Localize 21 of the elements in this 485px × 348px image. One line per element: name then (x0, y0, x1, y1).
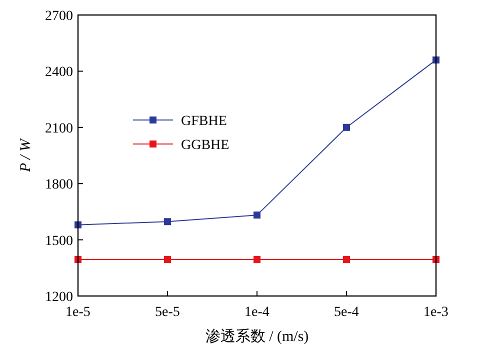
y-tick-label: 1200 (45, 290, 73, 305)
y-tick-label: 2400 (45, 65, 73, 80)
legend-label: GGBHE (181, 138, 230, 153)
y-axis-title: P / W (18, 137, 34, 174)
point (164, 218, 171, 226)
y-tick-label: 2700 (45, 9, 73, 24)
legend-label: GFBHE (181, 114, 227, 129)
x-tick-label: 1e-3 (424, 305, 448, 320)
y-tick-label: 1800 (45, 178, 73, 193)
point (254, 256, 260, 263)
y-tick-label: 2100 (45, 121, 73, 136)
x-tick-label: 5e-4 (334, 305, 359, 320)
point (164, 256, 171, 263)
x-tick-label: 1e-5 (66, 305, 90, 320)
y-tick-label: 1500 (45, 234, 73, 249)
x-axis-title: 渗透系数 / (m/s) (205, 328, 309, 345)
x-tick-label: 1e-4 (244, 305, 270, 320)
point (254, 212, 260, 219)
point (343, 124, 350, 131)
point (343, 256, 350, 263)
x-tick-label: 5e-5 (155, 305, 180, 320)
